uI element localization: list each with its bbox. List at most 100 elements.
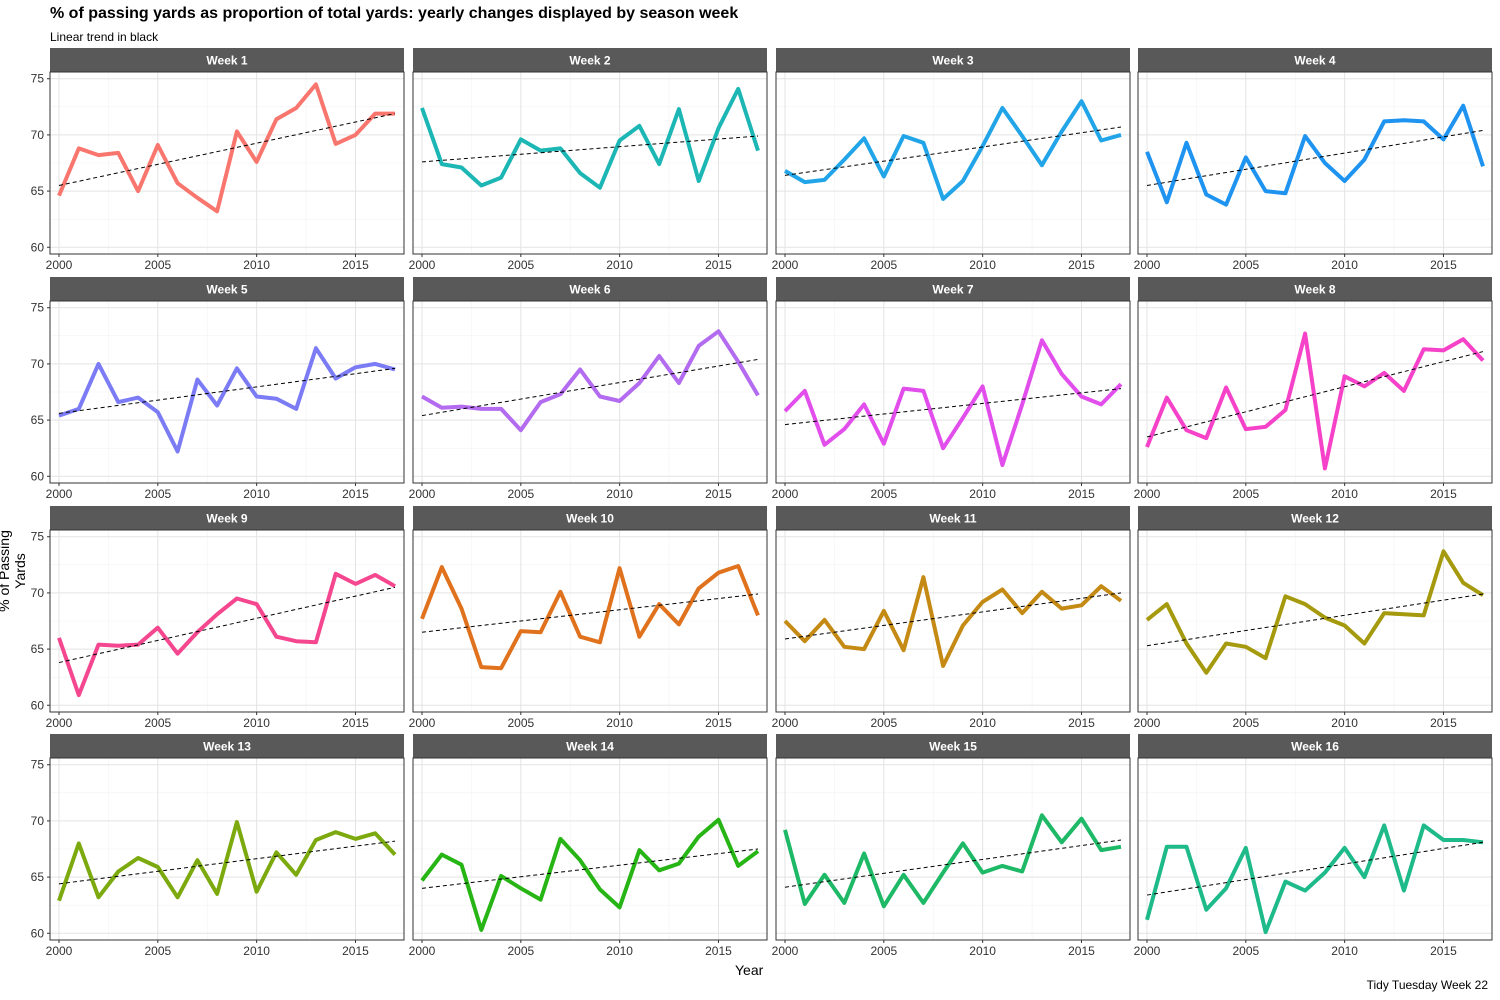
x-tick-label: 2010 (243, 944, 270, 958)
trend-line (58, 367, 396, 414)
x-tick-label: 2015 (1430, 944, 1457, 958)
facet-strip (50, 277, 404, 301)
facet-panel: Week 6 2000 2005 2010 2015 (409, 277, 768, 501)
trend-line (784, 388, 1122, 426)
facet-strip (1138, 277, 1492, 301)
x-tick-label: 2010 (1331, 944, 1358, 958)
x-tick-label: 2010 (606, 487, 633, 501)
facet-strip-label: Week 7 (932, 283, 973, 297)
facet-strip-label: Week 11 (929, 512, 976, 526)
y-tick-label: 60 (31, 469, 45, 483)
panel-border (49, 529, 405, 713)
series-line (57, 820, 397, 902)
y-tick-label: 70 (31, 128, 45, 142)
panel-border (775, 529, 1131, 713)
x-tick-label: 2010 (969, 944, 996, 958)
series-line (57, 571, 396, 698)
chart-title: % of passing yards as proportion of tota… (50, 5, 739, 22)
series-line (1145, 549, 1485, 675)
facet-strip-label: Week 14 (566, 740, 614, 754)
facet-panel: Week 7 2000 2005 2010 2015 (772, 277, 1131, 501)
y-tick-label: 70 (31, 814, 45, 828)
x-tick-label: 2010 (1331, 258, 1358, 272)
facet-strip (1138, 734, 1492, 758)
x-tick-label: 2015 (1068, 487, 1095, 501)
trend-line (421, 848, 759, 889)
facet-strip-label: Week 4 (1294, 54, 1335, 68)
facet-panel: Week 11 2000 2005 2010 2015 (772, 506, 1131, 730)
facet-panel: Week 15 2000 2005 2010 2015 (772, 734, 1131, 958)
panel-border (1137, 300, 1493, 484)
x-tick-label: 2015 (705, 944, 732, 958)
x-tick-label: 2015 (1430, 258, 1457, 272)
facet-strip-label: Week 9 (206, 512, 247, 526)
facet-strip-label: Week 1 (206, 54, 247, 68)
x-tick-label: 2005 (1232, 944, 1259, 958)
facet-strip-label: Week 15 (929, 740, 977, 754)
series-line (1145, 103, 1485, 207)
x-tick-label: 2005 (1232, 716, 1259, 730)
chart-caption: Tidy Tuesday Week 22 (1366, 978, 1488, 992)
x-tick-label: 2000 (409, 258, 436, 272)
facet-panel: Week 5 2000 2005 2010 2015 60 65 70 75 (31, 277, 405, 501)
panel-border (49, 300, 405, 484)
x-tick-label: 2000 (772, 258, 799, 272)
x-axis-label: Year (735, 962, 764, 978)
x-tick-label: 2005 (1232, 258, 1259, 272)
facet-strip-label: Week 10 (566, 512, 614, 526)
y-tick-label: 65 (31, 413, 45, 427)
facet-strip (413, 48, 767, 72)
x-tick-label: 2005 (870, 487, 897, 501)
x-tick-label: 2005 (507, 487, 534, 501)
x-tick-label: 2005 (870, 944, 897, 958)
series-line (421, 329, 760, 433)
facet-strip (413, 506, 767, 530)
x-tick-label: 2005 (144, 258, 171, 272)
facet-strip-label: Week 8 (1294, 283, 1335, 297)
facet-panel: Week 2 2000 2005 2010 2015 (409, 48, 768, 272)
x-tick-label: 2000 (409, 487, 436, 501)
x-tick-label: 2005 (507, 944, 534, 958)
y-tick-label: 65 (31, 184, 45, 198)
x-tick-label: 2015 (705, 716, 732, 730)
facet-panel: Week 3 2000 2005 2010 2015 (772, 48, 1131, 272)
trend-line (421, 135, 759, 163)
x-tick-label: 2000 (772, 487, 799, 501)
trend-line (784, 592, 1122, 640)
panel-border (49, 757, 405, 941)
x-tick-label: 2010 (1331, 716, 1358, 730)
x-tick-label: 2005 (870, 258, 897, 272)
x-tick-label: 2000 (1134, 716, 1161, 730)
panel-border (412, 529, 768, 713)
facet-panel: Week 14 2000 2005 2010 2015 (409, 734, 768, 958)
facet-panel: Week 1 2000 2005 2010 2015 60 65 70 75 (31, 48, 405, 272)
facet-strip (776, 506, 1130, 530)
x-tick-label: 2010 (969, 716, 996, 730)
facet-strip (776, 277, 1130, 301)
facet-strip-label: Week 2 (569, 54, 610, 68)
x-tick-label: 2010 (243, 487, 270, 501)
x-tick-label: 2010 (969, 258, 996, 272)
panel-border (1137, 71, 1493, 255)
y-tick-label: 60 (31, 926, 45, 940)
x-tick-label: 2005 (144, 487, 171, 501)
panel-border (775, 71, 1131, 255)
facet-strip (50, 506, 404, 530)
facet-strip (413, 734, 767, 758)
x-tick-label: 2005 (144, 944, 171, 958)
trend-line (58, 113, 396, 186)
series-line (1145, 331, 1485, 471)
y-tick-label: 60 (31, 698, 45, 712)
facet-strip (1138, 506, 1492, 530)
x-tick-label: 2010 (969, 487, 996, 501)
x-tick-label: 2010 (606, 258, 633, 272)
series-line (1145, 823, 1484, 935)
x-tick-label: 2000 (409, 716, 436, 730)
trend-line (421, 358, 759, 417)
y-tick-label: 65 (31, 642, 45, 656)
y-tick-label: 75 (31, 758, 45, 772)
y-tick-label: 75 (31, 72, 45, 86)
y-tick-label: 75 (31, 301, 45, 315)
trend-line (1146, 841, 1484, 896)
x-tick-label: 2000 (772, 944, 799, 958)
